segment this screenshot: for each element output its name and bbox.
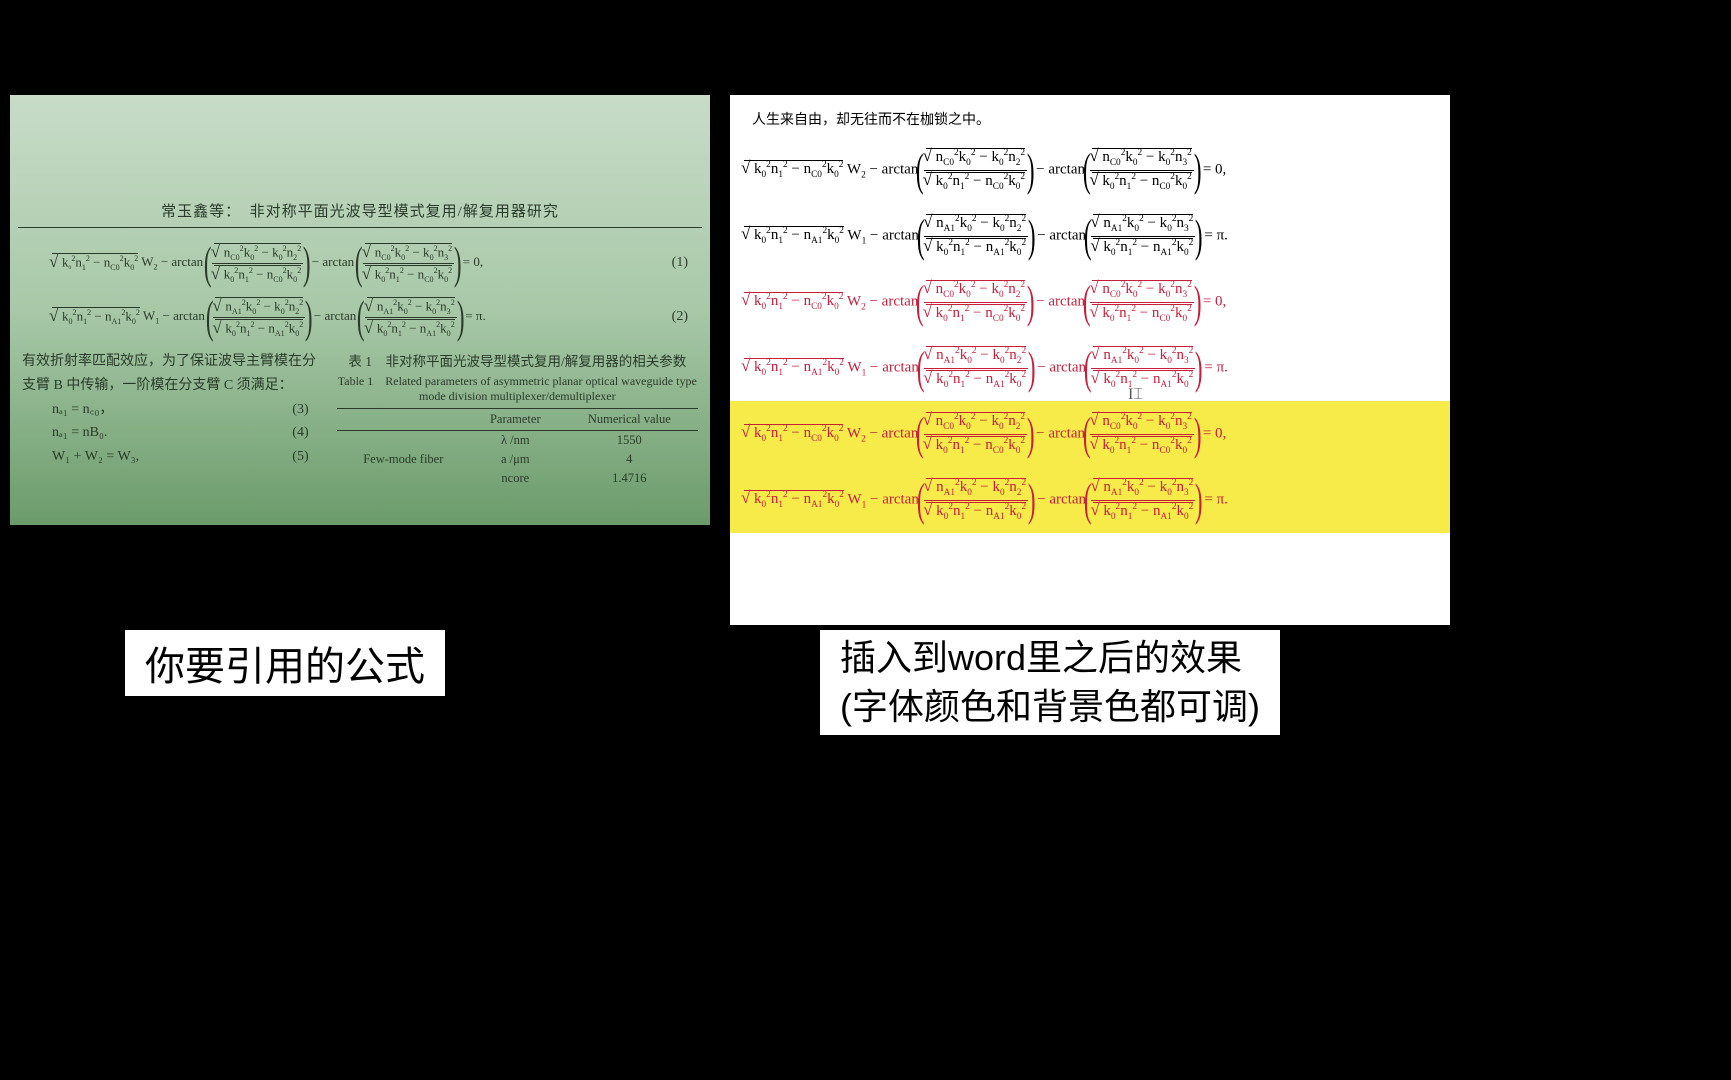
caption-right: 插入到word里之后的效果 (字体颜色和背景色都可调) [820, 630, 1280, 735]
word-equation-6: k02n12 − nA12k02 W1 − arctan(nA12k02 − k… [730, 467, 1450, 533]
caption-left: 你要引用的公式 [125, 630, 445, 696]
equation-2-number: (2) [652, 309, 702, 325]
table-row: Few-mode fiber λ /nm 1550 [337, 431, 698, 451]
word-intro-text: 人生来自由，却无往而不在枷锁之中。 [730, 109, 1450, 137]
source-paper-panel: 常玉鑫等： 非对称平面光波导型模式复用/解复用器研究 k02n12 − nC02… [10, 95, 710, 525]
table-title-en: Table 1 Related parameters of asymmetric… [337, 372, 698, 404]
word-equations-container: k02n12 − nC02k02 W2 − arctan(nC02k02 − k… [730, 137, 1450, 533]
equation-1-number: (1) [652, 255, 702, 271]
parameters-table: Parameter Numerical value Few-mode fiber… [337, 408, 698, 488]
word-equation-5: k02n12 − nC02k02 W2 − arctan(nC02k02 − k… [730, 401, 1450, 467]
table-header-row: Parameter Numerical value [337, 409, 698, 431]
title-divider [18, 227, 702, 228]
text-cursor-icon: I⌶ [1128, 387, 1143, 403]
source-equation-1: k02n12 − nC02k02 W2 − arctan ( nC02k02 −… [18, 238, 702, 288]
paper-table-column: 表 1 非对称平面光波导型模式复用/解复用器的相关参数 Table 1 Rela… [333, 350, 702, 488]
caption-right-line2: (字体颜色和背景色都可调) [840, 686, 1260, 727]
word-equation-3: k02n12 − nC02k02 W2 − arctan(nC02k02 − k… [730, 269, 1450, 335]
word-equation-4: k02n12 − nA12k02 W1 − arctan(nA12k02 − k… [730, 335, 1450, 401]
paper-title: 常玉鑫等： 非对称平面光波导型模式复用/解复用器研究 [18, 200, 702, 221]
source-equation-3: nₐ₁ = n꜀₀， (3) [22, 398, 329, 422]
word-result-panel: 人生来自由，却无往而不在枷锁之中。 k02n12 − nC02k02 W2 − … [730, 95, 1450, 625]
equation-1-body: k02n12 − nC02k02 W2 − arctan ( nC02k02 −… [18, 238, 652, 288]
source-equation-2: k02n12 − nA12k02 W1 − arctan ( nA12k02 −… [18, 292, 702, 342]
word-equation-2: k02n12 − nA12k02 W1 − arctan(nA12k02 − k… [730, 203, 1450, 269]
equation-2-body: k02n12 − nA12k02 W1 − arctan ( nA12k02 −… [18, 292, 652, 342]
paper-paragraph: 有效折射率匹配效应，为了保证波导主臂模在分支臂 B 中传输，一阶模在分支臂 C … [22, 350, 329, 398]
caption-right-line1: 插入到word里之后的效果 [840, 637, 1242, 678]
paper-text-column: 有效折射率匹配效应，为了保证波导主臂模在分支臂 B 中传输，一阶模在分支臂 C … [18, 350, 333, 488]
source-equation-4: nₐ₁ = nB₀. (4) [22, 421, 329, 445]
paper-two-column: 有效折射率匹配效应，为了保证波导主臂模在分支臂 B 中传输，一阶模在分支臂 C … [18, 350, 702, 488]
table-title-cn: 表 1 非对称平面光波导型模式复用/解复用器的相关参数 [337, 350, 698, 370]
word-equation-1: k02n12 − nC02k02 W2 − arctan(nC02k02 − k… [730, 137, 1450, 203]
source-equation-5: W₁ + W₂ = W₃, (5) [22, 445, 329, 469]
